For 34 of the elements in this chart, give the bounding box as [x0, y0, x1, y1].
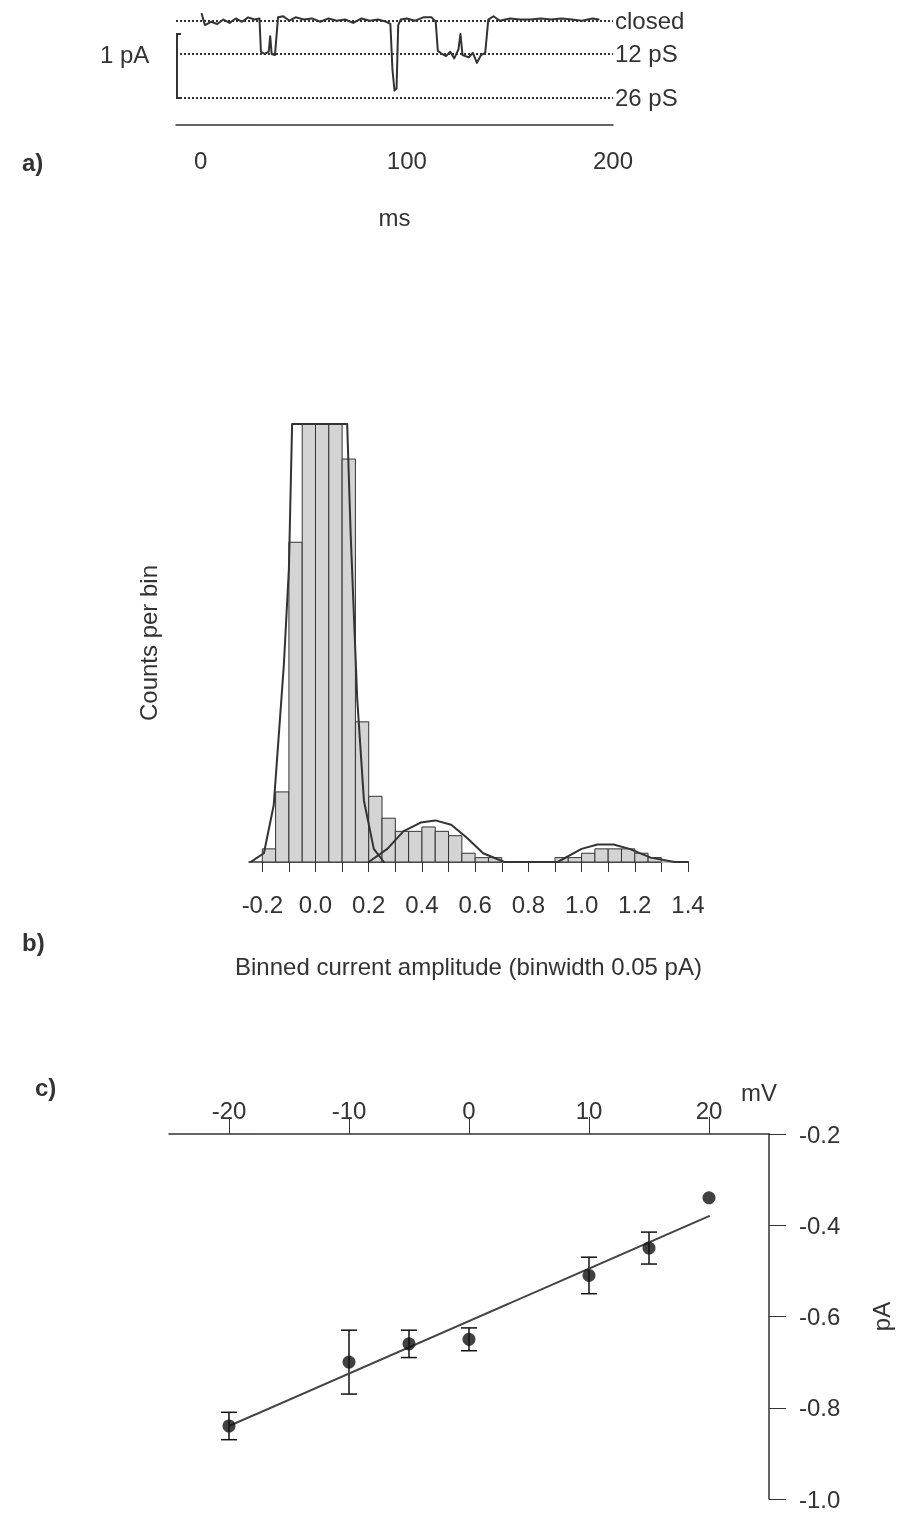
x-axis-title: mV	[741, 1078, 777, 1106]
x-tick-label: 10	[575, 1096, 603, 1124]
x-tick-label: -20	[211, 1096, 247, 1124]
text: a)	[22, 148, 44, 176]
x-axis-title: ms	[378, 203, 411, 231]
x-tick-label: 200	[592, 146, 634, 174]
y-tick-label: -1.0	[799, 1485, 841, 1513]
x-tick-label: 1.4	[671, 890, 705, 918]
x-tick-label: 0.0	[298, 890, 333, 918]
x-tick-label: 0.4	[405, 890, 439, 918]
x-tick-label: 100	[386, 146, 427, 174]
ref-line-label: closed	[615, 7, 685, 35]
x-tick-label: 1.0	[564, 890, 599, 918]
x-tick-label: -10	[331, 1096, 367, 1124]
x-tick-label: 1.2	[618, 890, 652, 918]
text: 1 pA	[100, 40, 150, 68]
y-tick-label: -0.2	[799, 1120, 841, 1148]
y-tick-label: -0.4	[799, 1211, 841, 1239]
y-axis-title: Counts per bin	[134, 564, 162, 722]
x-tick-label: 0	[462, 1096, 476, 1124]
ref-line-label: 12 pS	[615, 40, 678, 68]
y-tick-label: -0.8	[799, 1394, 841, 1422]
x-tick-label: 0.8	[511, 890, 546, 918]
ref-line-label: 26 pS	[615, 83, 678, 111]
x-tick-label: 20	[695, 1096, 723, 1124]
x-tick-label: -0.2	[241, 890, 283, 918]
x-tick-label: 0.2	[352, 890, 386, 918]
text: c)	[35, 1073, 57, 1101]
text: b)	[22, 928, 45, 956]
y-axis-title: pA	[867, 1301, 895, 1332]
x-tick-label: 0.6	[458, 890, 492, 918]
x-tick-label: 0	[194, 146, 208, 174]
y-tick-label: -0.6	[799, 1303, 841, 1330]
x-axis-title: Binned current amplitude (binwidth 0.05 pA)	[235, 952, 702, 980]
